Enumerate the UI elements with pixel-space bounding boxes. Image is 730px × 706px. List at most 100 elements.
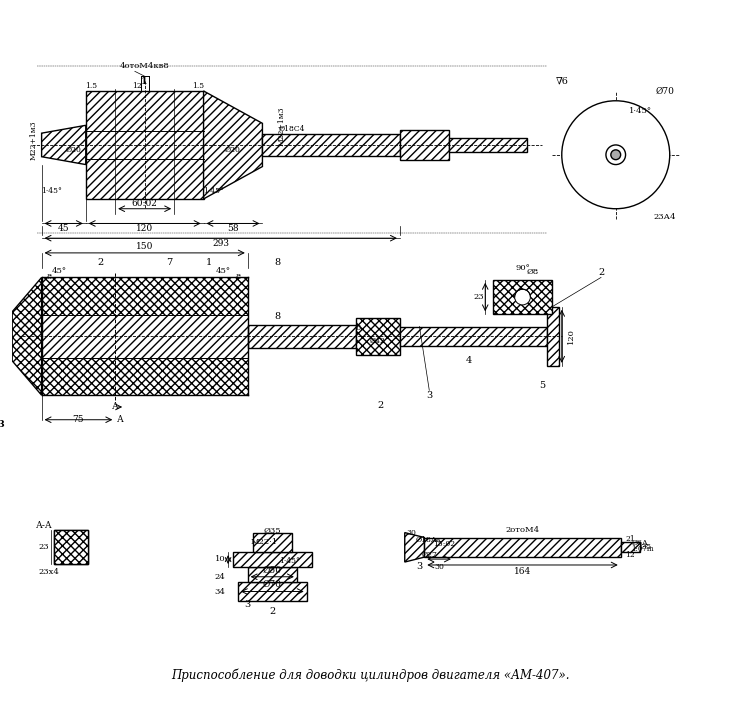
Text: 10: 10 (215, 555, 226, 563)
Text: 150: 150 (136, 241, 153, 251)
Bar (253, 532, 292, 552)
Text: 24: 24 (215, 573, 226, 581)
Text: Ø5: Ø5 (639, 544, 651, 551)
Text: 5: 5 (539, 381, 545, 390)
Text: 45°: 45° (52, 267, 66, 275)
Text: Ø20: Ø20 (225, 146, 241, 154)
Text: 6: 6 (356, 325, 361, 333)
Text: 1·45°: 1·45° (203, 187, 224, 195)
Bar (263, 134, 400, 156)
Text: 21: 21 (626, 535, 635, 544)
Text: 23А4: 23А4 (653, 213, 676, 220)
Text: 1: 1 (205, 258, 212, 267)
Polygon shape (42, 125, 86, 164)
Text: Ø70: Ø70 (656, 86, 675, 95)
Text: Ø27: Ø27 (421, 551, 437, 559)
Text: 8: 8 (274, 258, 280, 267)
Text: 120: 120 (136, 224, 153, 233)
Text: Ø70: Ø70 (263, 580, 282, 589)
Text: 293: 293 (212, 239, 229, 248)
Text: 120: 120 (566, 328, 575, 345)
Bar (247, 325, 356, 348)
Text: 75: 75 (72, 415, 84, 424)
Text: 1·45°: 1·45° (41, 187, 62, 195)
Text: 7: 7 (166, 258, 172, 267)
Text: 3: 3 (426, 390, 432, 400)
Text: Ø18С4: Ø18С4 (279, 125, 305, 133)
Text: Ø8: Ø8 (526, 268, 539, 276)
Bar (493, 280, 552, 314)
Circle shape (515, 289, 531, 305)
Text: 8: 8 (274, 312, 280, 321)
Bar (400, 326, 547, 346)
Text: 1.5: 1.5 (193, 82, 204, 90)
Text: 3: 3 (245, 599, 251, 609)
Bar (238, 582, 307, 602)
Text: 15:02: 15:02 (433, 540, 455, 549)
Circle shape (562, 101, 669, 209)
Wedge shape (604, 107, 627, 125)
Text: 30: 30 (434, 563, 444, 571)
Text: 45°: 45° (215, 267, 231, 275)
Text: 58: 58 (227, 224, 239, 233)
Text: А: А (118, 415, 124, 424)
Text: Ø35: Ø35 (264, 527, 281, 534)
Circle shape (606, 145, 626, 164)
Text: 3: 3 (0, 420, 4, 429)
Polygon shape (12, 277, 42, 395)
Text: 8: 8 (47, 273, 52, 282)
Text: 1.5: 1.5 (85, 82, 97, 90)
Bar (356, 318, 400, 355)
Bar (620, 542, 640, 552)
Bar (233, 552, 312, 567)
Polygon shape (42, 358, 247, 395)
Text: 2: 2 (269, 606, 275, 616)
Text: 1: 1 (142, 77, 148, 85)
Text: Ø50: Ø50 (263, 566, 282, 575)
Text: 12: 12 (626, 551, 635, 559)
Text: Ø42: Ø42 (369, 337, 385, 345)
Text: Приспособление для доводки цилиндров двигателя «АМ-407».: Приспособление для доводки цилиндров дви… (171, 668, 569, 682)
Text: Ø20: Ø20 (66, 146, 82, 154)
Text: 23х4: 23х4 (39, 568, 59, 576)
Text: 90°: 90° (515, 264, 530, 272)
Text: 1:07m: 1:07m (631, 545, 653, 554)
Bar (247, 567, 297, 582)
Text: 2отоМ4: 2отоМ4 (505, 526, 539, 534)
Polygon shape (204, 91, 263, 199)
Bar (449, 138, 527, 152)
Wedge shape (569, 143, 586, 166)
Text: 23: 23 (39, 544, 49, 551)
Circle shape (611, 150, 620, 160)
Text: 1·45°: 1·45° (280, 557, 300, 565)
Bar (54, 530, 88, 565)
Bar (547, 307, 559, 366)
Text: ∇6: ∇6 (556, 77, 568, 85)
Text: 60:02: 60:02 (131, 199, 158, 208)
Text: 23: 23 (473, 293, 484, 301)
Wedge shape (645, 143, 663, 166)
Polygon shape (42, 277, 247, 315)
Text: 2: 2 (377, 400, 383, 409)
Text: 4: 4 (466, 357, 472, 365)
Text: 30: 30 (407, 529, 417, 537)
Text: Ø6А: Ø6А (632, 539, 649, 546)
Text: 2: 2 (97, 258, 104, 267)
Bar (400, 130, 449, 160)
Text: 8: 8 (235, 273, 241, 282)
Text: 12: 12 (132, 82, 142, 90)
Bar (424, 537, 620, 557)
Text: 1·45°: 1·45° (629, 107, 652, 114)
Text: 2: 2 (598, 268, 604, 277)
Text: 45: 45 (58, 224, 69, 233)
Text: 34: 34 (215, 589, 226, 597)
Bar (54, 530, 88, 565)
Text: M22+1м3: M22+1м3 (278, 107, 286, 146)
Text: M22·1: M22·1 (251, 539, 278, 546)
Text: Ø18Ак: Ø18Ак (416, 535, 442, 544)
Wedge shape (604, 184, 627, 202)
Text: А-А: А-А (36, 521, 53, 530)
Text: 4отоМ4кв8: 4отоМ4кв8 (120, 62, 169, 71)
Text: 164: 164 (514, 568, 531, 576)
Text: А: А (112, 402, 119, 412)
